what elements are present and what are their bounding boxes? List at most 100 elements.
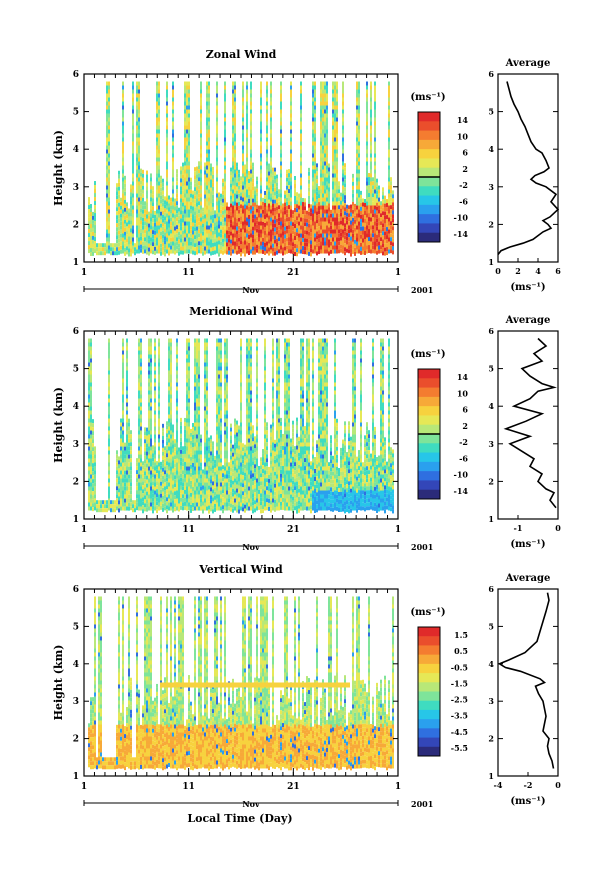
heatmap-cell: [106, 185, 108, 190]
heatmap-cell: [206, 105, 208, 110]
heatmap-cell: [374, 201, 376, 206]
heatmap-cell: [204, 206, 206, 211]
heatmap-cell: [188, 402, 190, 407]
heatmap-cell: [184, 237, 186, 242]
heatmap-cell: [382, 227, 384, 232]
heatmap-cell: [362, 226, 364, 231]
heatmap-cell: [268, 163, 270, 168]
heatmap-cell: [370, 181, 372, 186]
heatmap-cell: [374, 181, 376, 186]
heatmap-cell: [166, 237, 168, 242]
heatmap-cell: [186, 225, 188, 230]
heatmap-cell: [382, 215, 384, 220]
heatmap-cell: [176, 197, 178, 202]
heatmap-cell: [198, 189, 200, 194]
heatmap-cell: [172, 448, 174, 453]
heatmap-cell: [132, 201, 134, 206]
heatmap-cell: [278, 229, 280, 234]
heatmap-cell: [156, 113, 158, 118]
heatmap-cell: [150, 346, 152, 351]
heatmap-cell: [94, 462, 96, 467]
heatmap-cell: [320, 209, 322, 214]
heatmap-cell: [92, 459, 94, 464]
heatmap-cell: [166, 429, 168, 434]
heatmap-cell: [180, 194, 182, 199]
heatmap-cell: [88, 245, 90, 250]
heatmap-cell: [392, 194, 394, 199]
heatmap-cell: [174, 439, 176, 444]
heatmap-cell: [186, 410, 188, 415]
heatmap-cell: [92, 427, 94, 432]
heatmap-cell: [320, 197, 322, 202]
heatmap-cell: [108, 149, 110, 154]
heatmap-cell: [256, 220, 258, 225]
heatmap-cell: [256, 188, 258, 193]
heatmap-cell: [384, 203, 386, 208]
heatmap-cell: [132, 153, 134, 158]
heatmap-cell: [144, 201, 146, 206]
heatmap-cell: [360, 218, 362, 223]
heatmap-cell: [88, 402, 90, 407]
heatmap-cell: [230, 247, 232, 252]
heatmap-cell: [130, 252, 132, 257]
heatmap-cell: [334, 85, 336, 90]
heatmap-cell: [108, 125, 110, 130]
heatmap-cell: [246, 209, 248, 214]
heatmap-cell: [154, 494, 156, 499]
heatmap-cell: [246, 81, 248, 86]
heatmap-cell: [108, 502, 110, 507]
heatmap-cell: [230, 167, 232, 172]
heatmap-cell: [350, 252, 352, 257]
heatmap-cell: [168, 474, 170, 479]
heatmap-cell: [242, 161, 244, 166]
heatmap-cell: [254, 242, 256, 247]
heatmap-cell: [216, 189, 218, 194]
heatmap-cell: [108, 466, 110, 471]
heatmap-cell: [316, 203, 318, 208]
heatmap-cell: [294, 207, 296, 212]
heatmap-cell: [376, 242, 378, 247]
heatmap-cell: [248, 246, 250, 251]
heatmap-cell: [282, 231, 284, 236]
heatmap-cell: [168, 219, 170, 224]
heatmap-cell: [242, 93, 244, 98]
heatmap-cell: [376, 250, 378, 255]
heatmap-cell: [104, 247, 106, 252]
heatmap-cell: [322, 85, 324, 90]
heatmap-cell: [148, 506, 150, 511]
heatmap-cell: [364, 206, 366, 211]
heatmap-cell: [178, 447, 180, 452]
heatmap-cell: [170, 374, 172, 379]
heatmap-cell: [252, 198, 254, 203]
heatmap-cell: [138, 185, 140, 190]
heatmap-cell: [314, 105, 316, 110]
heatmap-cell: [324, 157, 326, 162]
heatmap-cell: [234, 133, 236, 138]
heatmap-cell: [96, 251, 98, 256]
heatmap-cell: [108, 81, 110, 86]
heatmap-cell: [108, 145, 110, 150]
heatmap-cell: [148, 398, 150, 403]
heatmap-cell: [106, 209, 108, 214]
heatmap-cell: [244, 188, 246, 193]
heatmap-cell: [370, 193, 372, 198]
heatmap-cell: [186, 141, 188, 146]
heatmap-cell: [270, 161, 272, 166]
heatmap-cell: [388, 85, 390, 90]
heatmap-cell: [168, 470, 170, 475]
heatmap-cell: [154, 342, 156, 347]
heatmap-cell: [166, 181, 168, 186]
heatmap-cell: [286, 233, 288, 238]
heatmap-cell: [374, 97, 376, 102]
heatmap-cell: [92, 235, 94, 240]
heatmap-cell: [162, 503, 164, 508]
heatmap-cell: [272, 239, 274, 244]
heatmap-cell: [256, 200, 258, 205]
heatmap-cell: [126, 426, 128, 431]
heatmap-cell: [192, 202, 194, 207]
heatmap-cell: [342, 169, 344, 174]
heatmap-cell: [150, 201, 152, 206]
heatmap-cell: [172, 129, 174, 134]
heatmap-cell: [138, 474, 140, 479]
heatmap-cell: [312, 225, 314, 230]
